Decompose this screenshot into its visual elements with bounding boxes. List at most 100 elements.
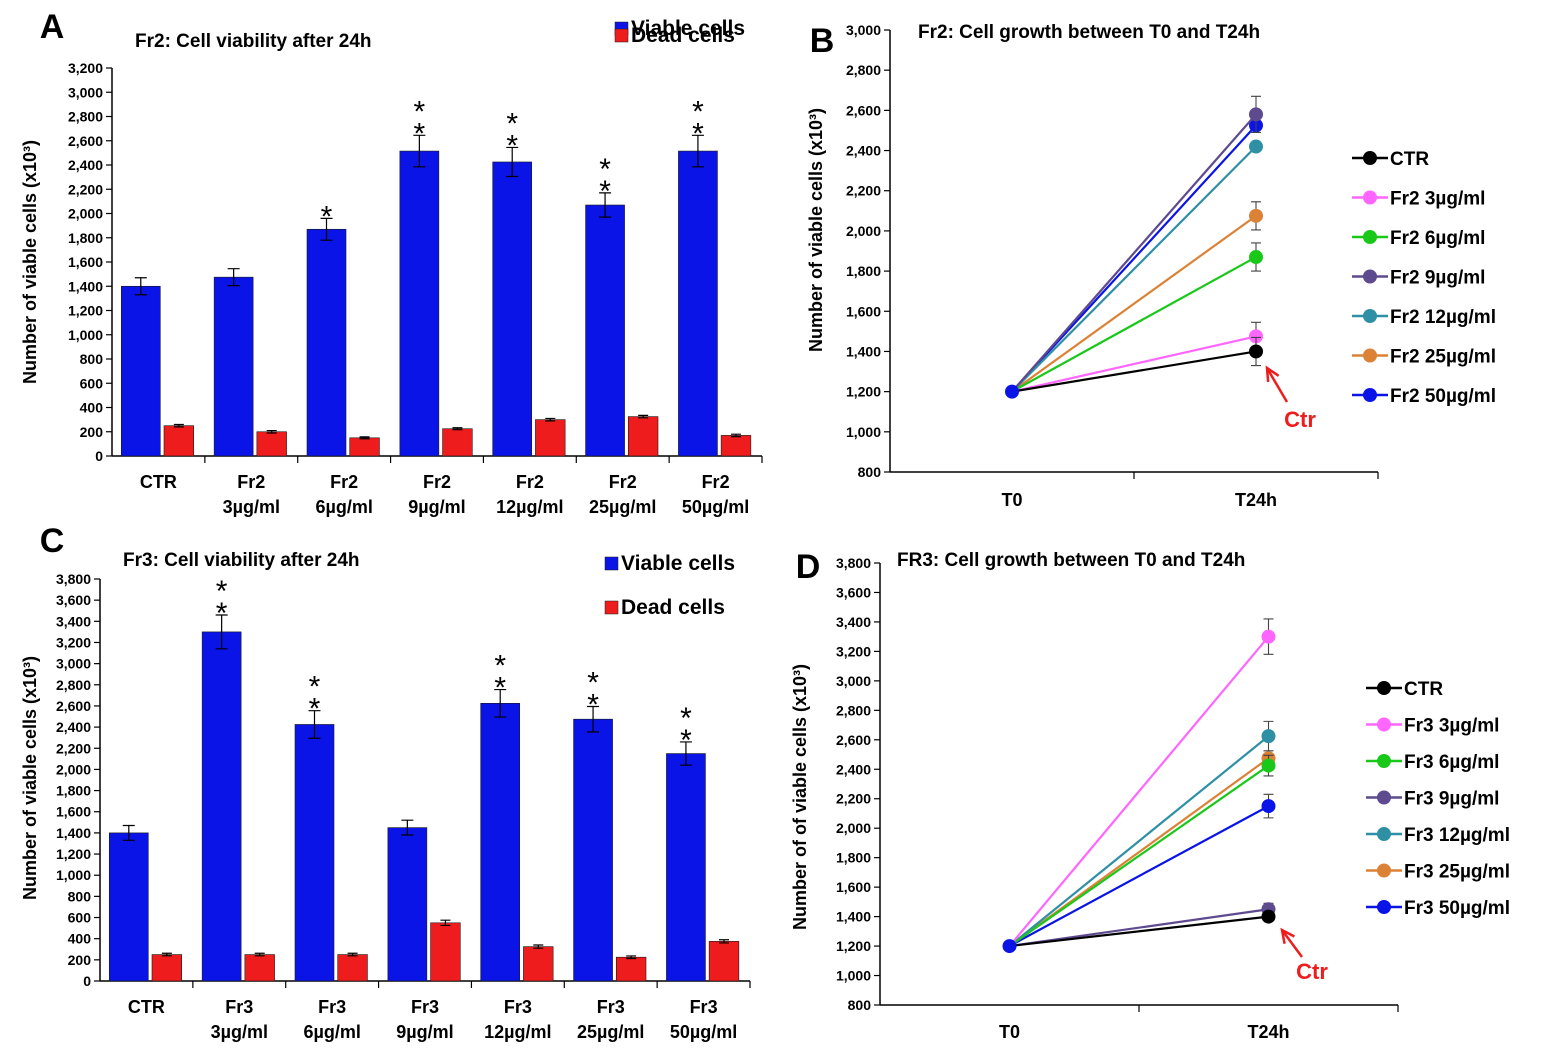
panel-a-significance-star: * bbox=[414, 117, 426, 150]
panel-a-x-tick-label-line: 50µg/ml bbox=[682, 497, 749, 517]
panel-b-legend-label: Fr2 50µg/ml bbox=[1390, 386, 1496, 407]
panel-c-error-bar-dead bbox=[161, 952, 172, 957]
panel-c-x-tick-label-line: 3µg/ml bbox=[211, 1022, 268, 1042]
panel-d-series-line bbox=[1008, 635, 1270, 947]
panel-c-bar-dead bbox=[615, 956, 647, 982]
panel-b-legend-marker bbox=[1363, 388, 1377, 402]
panel-b-y-tick-label: 2,800 bbox=[846, 62, 881, 78]
panel-a-error-bar-viable bbox=[691, 134, 704, 168]
panel-c-legend-label: Dead cells bbox=[621, 596, 725, 619]
panel-b-legend-marker bbox=[1363, 269, 1377, 284]
panel-b-series-line bbox=[1011, 214, 1257, 393]
panel-c-significance-star: * bbox=[309, 693, 321, 726]
panel-c-error-bar-dead bbox=[533, 944, 544, 949]
panel-a-bar-viable bbox=[213, 276, 254, 457]
panel-a-bar-viable bbox=[120, 285, 161, 457]
panel-c-significance-star: * bbox=[216, 597, 228, 630]
panel-a-x-tick-label: Fr2 12µg/ml bbox=[496, 472, 563, 517]
panel-a-x-tick-label: CTR bbox=[140, 472, 177, 492]
panel-b-point-t24h bbox=[1249, 139, 1263, 154]
panel-d-y-tick-label: 2,000 bbox=[836, 820, 871, 836]
panel-a-y-tick-label: 2,400 bbox=[68, 157, 103, 173]
panel-a-error-bar-viable bbox=[320, 217, 333, 241]
panel-c-x-tick-label-line: Fr3 bbox=[318, 997, 346, 1017]
panel-d-y-tick-label: 1,000 bbox=[836, 968, 871, 984]
panel-d-y-tick-label: 2,800 bbox=[836, 702, 871, 718]
panel-d-title: FR3: Cell growth between T0 and T24h bbox=[897, 550, 1245, 571]
panel-c-x-tick-label-line: Fr3 bbox=[225, 997, 253, 1017]
panel-b-series-line bbox=[1011, 256, 1257, 393]
panel-a-significance-marker: * * bbox=[506, 107, 518, 162]
panel-a-y-tick-label: 3,000 bbox=[68, 84, 103, 100]
panel-d-x-tick-label: T24h bbox=[1247, 1022, 1289, 1042]
panel-a-y-tick-label: 400 bbox=[80, 400, 104, 416]
panel-c-x-tick-label-line: 50µg/ml bbox=[670, 1022, 737, 1042]
panel-c-x-tick-label-line: 25µg/ml bbox=[577, 1022, 644, 1042]
panel-d-y-tick-label: 2,200 bbox=[836, 791, 871, 807]
panel-a-significance-marker: * * bbox=[414, 95, 426, 150]
panel-a-x-tick-label-line: 6µg/ml bbox=[315, 497, 372, 517]
panel-d-y-tick-label: 3,600 bbox=[836, 584, 871, 600]
panel-a-x-tick-label: Fr2 6µg/ml bbox=[315, 472, 372, 517]
panel-c-significance-star: * bbox=[216, 575, 228, 608]
panel-a-error-bar-viable bbox=[227, 268, 240, 287]
panel-a-x-tick-label-line: Fr2 bbox=[423, 472, 451, 492]
panel-d-y-tick-label: 3,800 bbox=[836, 555, 871, 571]
panel-b-point-t24h bbox=[1249, 329, 1263, 344]
panel-a-x-tick-label: Fr2 25µg/ml bbox=[589, 472, 656, 517]
panel-b-y-tick-label: 2,200 bbox=[846, 183, 881, 199]
panel-d-legend-label: Fr3 12µg/ml bbox=[1404, 825, 1510, 846]
panel-c-legend-label: Viable cells bbox=[621, 552, 735, 575]
panel-a-error-bar-dead bbox=[731, 433, 741, 438]
panel-b-y-tick-label: 2,400 bbox=[846, 143, 881, 159]
panel-b-series-line bbox=[1011, 335, 1257, 393]
panel-b-x-tick-label: T24h bbox=[1235, 490, 1277, 510]
panel-c-bar-dead bbox=[523, 946, 554, 982]
panel-a-y-tick-label: 600 bbox=[80, 375, 104, 391]
panel-d-series-line bbox=[1009, 915, 1269, 948]
panel-c-title: Fr3: Cell viability after 24h bbox=[123, 550, 360, 571]
panel-b-y-tick-label: 1,800 bbox=[846, 263, 881, 279]
panel-b-legend-label: Fr2 6µg/ml bbox=[1390, 228, 1485, 249]
panel-b-legend-marker bbox=[1363, 151, 1377, 165]
panel-d-legend-label: Fr3 3µg/ml bbox=[1404, 716, 1499, 737]
panel-c-y-tick-label: 3,800 bbox=[56, 571, 91, 587]
panel-d-legend-marker bbox=[1377, 863, 1391, 878]
panel-a-x-tick-label: Fr2 3µg/ml bbox=[223, 472, 280, 517]
panel-c-bar-viable bbox=[201, 631, 242, 982]
panel-a: A Fr2: Cell viability after 24h Number of … bbox=[20, 8, 763, 517]
panel-b-legend-marker bbox=[1363, 230, 1377, 244]
panel-a-bar-dead bbox=[442, 428, 473, 457]
panel-c-bar-dead bbox=[244, 954, 275, 982]
panel-a-error-bar-dead bbox=[638, 414, 649, 419]
panel-c-error-bar-viable bbox=[215, 614, 228, 650]
panel-c-error-bar-dead bbox=[626, 955, 637, 960]
panel-b-point-t24h bbox=[1249, 344, 1263, 359]
panel-a-y-tick-label: 1,600 bbox=[68, 254, 103, 270]
panel-a-error-bar-viable bbox=[413, 134, 426, 168]
panel-b-legend-marker bbox=[1363, 309, 1377, 323]
panel-d-legend-marker bbox=[1377, 717, 1391, 732]
panel-a-x-tick-label: Fr2 50µg/ml bbox=[682, 472, 749, 517]
panel-a-significance-star: * bbox=[599, 175, 611, 208]
panel-b-point-t0 bbox=[1005, 384, 1019, 399]
panel-a-x-tick-label-line: Fr2 bbox=[516, 472, 544, 492]
panel-b-ctr-annotation: Ctr bbox=[1284, 407, 1316, 432]
panel-d-legend-marker bbox=[1377, 827, 1391, 841]
panel-a-bar-viable bbox=[492, 161, 533, 457]
panel-a-significance-star: * bbox=[506, 129, 518, 162]
panel-a-significance-star: * bbox=[321, 200, 333, 233]
panel-c-x-tick-label-line: 6µg/ml bbox=[303, 1022, 360, 1042]
panel-c-x-tick-label-line: Fr3 bbox=[504, 997, 532, 1017]
panel-d-legend-label: Fr3 6µg/ml bbox=[1404, 752, 1499, 773]
panel-a-significance-marker: * bbox=[321, 200, 333, 233]
panel-b-ctr-arrow-head bbox=[1265, 365, 1280, 383]
panel-d-ctr-arrow-head bbox=[1280, 927, 1295, 944]
panel-c-bar-viable bbox=[108, 832, 149, 982]
panel-d-y-axis-title: Number of of viable cells (x10³) bbox=[790, 664, 810, 930]
panel-a-y-tick-label: 2,800 bbox=[68, 109, 103, 125]
panel-a-bar-viable bbox=[585, 204, 625, 457]
panel-b-y-tick-label: 1,200 bbox=[846, 384, 881, 400]
panel-c-significance-star: * bbox=[680, 724, 692, 757]
